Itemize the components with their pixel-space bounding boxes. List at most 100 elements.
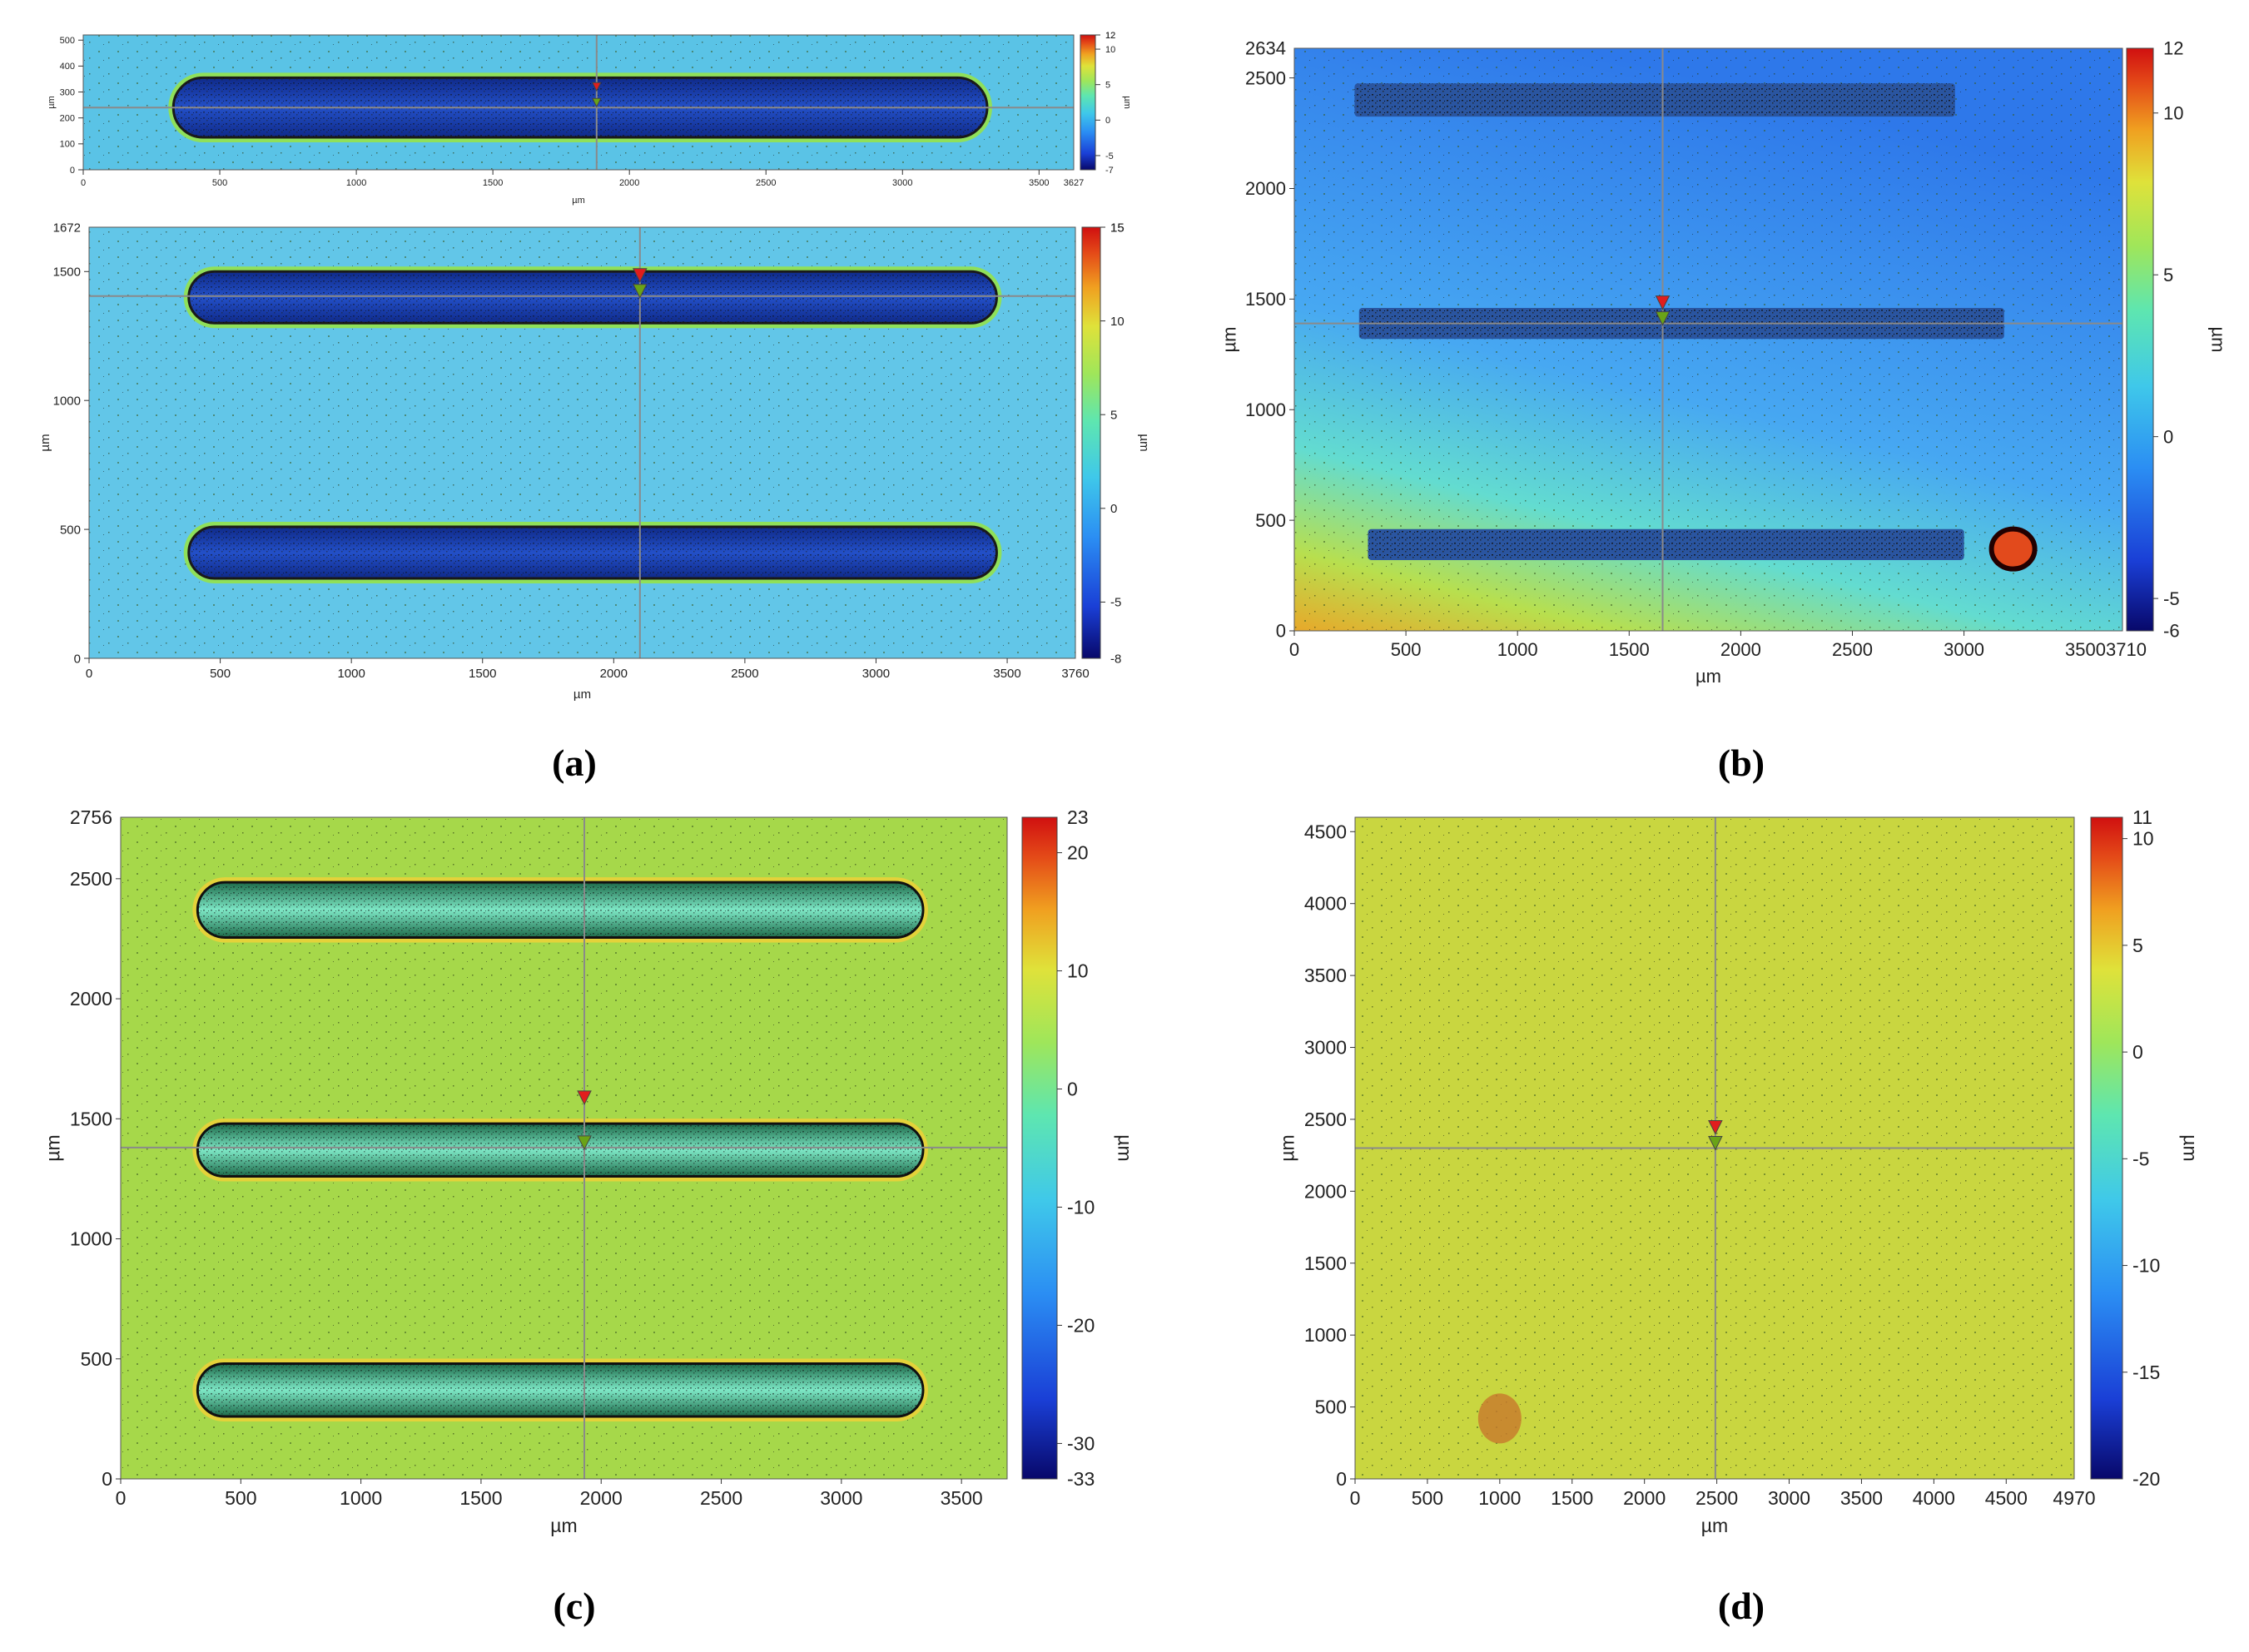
a-bottom-y-tick-label-3: 1500: [53, 265, 81, 280]
d-defect-patch: [1477, 1393, 1522, 1444]
b-x-end-label: 35003710: [2065, 639, 2147, 660]
b-colorbar-min-label: -6: [2163, 621, 2180, 642]
b-x-tick-label-4: 2000: [1720, 639, 1761, 660]
c-x-axis-label: µm: [550, 1515, 577, 1536]
b-y-tick-label-4: 2000: [1245, 178, 1286, 199]
c-x-tick-label-2: 1000: [340, 1487, 382, 1509]
panel-b-plot: 0 500 1000 1500 2000 2500 3000 35003710 0 500 1000…: [1219, 38, 2229, 687]
a-top-x-tick-label-1: 500: [212, 178, 227, 188]
b-y-axis-label: µm: [1219, 326, 1240, 352]
b-groove-texture-0: [1354, 83, 1955, 117]
a-bottom-x-tick-label-5: 2500: [731, 667, 758, 681]
b-frame: [1293, 47, 2123, 632]
b-defect-blob: [1988, 526, 2038, 572]
b-x-tick-label-3: 1500: [1609, 639, 1650, 660]
a-bottom-colorbar-tick-label-3: 10: [1110, 315, 1124, 329]
a-top-x-tick-label-0: 0: [81, 178, 86, 188]
c-marker-red: [577, 1090, 592, 1106]
a-bottom-x-tick-label-1: 500: [210, 667, 231, 681]
d-x-tick-label-9: 4500: [1985, 1487, 2028, 1509]
a-top-y-axis-label: µm: [47, 96, 57, 109]
a-top-colorbar-tick-label-1: 0: [1105, 116, 1110, 126]
d-x-tick-label-3: 1500: [1551, 1487, 1593, 1509]
c-x-tick-label-6: 3000: [820, 1487, 862, 1509]
b-colorbar-tick-label-3: 10: [2163, 102, 2183, 123]
a-bottom-groove-texture-1: [188, 526, 997, 578]
a-bottom-x-tick-label-2: 1000: [337, 667, 365, 681]
b-y-tick-label-5: 2500: [1245, 67, 1286, 88]
c-x-tick-label-3: 1500: [459, 1487, 502, 1509]
a-bottom-colorbar: [1081, 226, 1101, 659]
d-colorbar-min-label: -20: [2132, 1468, 2160, 1490]
c-x-tick-label-0: 0: [116, 1487, 127, 1509]
c-frame: [120, 816, 1008, 1480]
d-x-tick-label-7: 3500: [1840, 1487, 1883, 1509]
a-top-colorbar-tick-label-4: 12: [1105, 31, 1115, 41]
b-colorbar-tick-label-0: -5: [2163, 588, 2180, 609]
a-bottom-frame: [88, 226, 1076, 659]
d-x-tick-label-1: 500: [1412, 1487, 1443, 1509]
d-y-tick-label-5: 2500: [1304, 1109, 1347, 1130]
panel-a-top-plot: 0 500 1000 1500 2000 2500 3000 3500 362701002003…: [47, 31, 1132, 206]
a-bottom-y-tick-label-0: 0: [74, 652, 81, 666]
b-colorbar-tick-label-1: 0: [2163, 426, 2173, 447]
a-top-y-tick-label-3: 300: [60, 87, 75, 97]
c-colorbar-tick-label-1: -20: [1067, 1314, 1095, 1336]
d-y-tick-label-4: 2000: [1304, 1180, 1347, 1202]
a-bottom-marker-red: [633, 268, 648, 283]
b-colorbar-tick-label-2: 5: [2163, 265, 2173, 285]
caption-a: (a): [552, 742, 597, 784]
b-x-axis-label: µm: [1695, 666, 1721, 687]
d-colorbar-tick-label-1: -10: [2132, 1255, 2160, 1277]
a-top-colorbar: [1080, 34, 1096, 171]
a-bottom-y-axis-label: µm: [38, 434, 52, 451]
a-bottom-x-tick-label-7: 3500: [993, 667, 1020, 681]
d-x-tick-label-5: 2500: [1695, 1487, 1738, 1509]
d-colorbar-tick-label-0: -15: [2132, 1362, 2160, 1383]
c-colorbar-max-label: 23: [1067, 806, 1089, 828]
a-top-y-tick-label-0: 0: [70, 166, 75, 176]
a-bottom-colorbar-min-label: -8: [1110, 652, 1121, 666]
c-y-tick-label-0: 0: [102, 1468, 112, 1490]
c-y-tick-label-4: 2000: [70, 988, 112, 1010]
a-top-x-tick-label-5: 2500: [756, 178, 776, 188]
a-bottom-x-end-label: 3760: [1061, 667, 1089, 681]
a-bottom-y-tick-label-1: 500: [60, 523, 81, 537]
b-y-tick-label-2: 1000: [1245, 399, 1286, 420]
a-top-x-tick-label-4: 2000: [619, 178, 639, 188]
panel-c-plot: 0 500 1000 1500 2000 2500 3000 3500 0 500 1000 1500…: [42, 806, 1135, 1536]
a-top-y-tick-label-4: 400: [60, 62, 75, 72]
a-bottom-y-tick-label-2: 1000: [53, 394, 81, 408]
d-colorbar: [2090, 816, 2123, 1480]
caption-c: (c): [553, 1585, 595, 1627]
b-groove-texture-2: [1368, 528, 1964, 560]
b-x-tick-label-1: 500: [1391, 639, 1422, 660]
d-x-tick-label-2: 1000: [1478, 1487, 1521, 1509]
d-y-tick-label-9: 4500: [1304, 821, 1347, 842]
panel-d-plot: 0 500 1000 1500 2000 2500 3000 3500 4000 4500 4970…: [1276, 806, 2201, 1536]
a-top-colorbar-tick-label-0: -5: [1105, 151, 1114, 161]
a-top-x-tick-label-6: 3000: [892, 178, 912, 188]
a-top-colorbar-min-label: -7: [1105, 166, 1114, 176]
b-y-end-label: 2634: [1245, 38, 1286, 59]
c-colorbar-tick-label-5: 20: [1067, 842, 1089, 864]
d-y-tick-label-3: 1500: [1304, 1253, 1347, 1274]
d-y-tick-label-6: 3000: [1304, 1037, 1347, 1059]
d-x-tick-label-0: 0: [1350, 1487, 1361, 1509]
d-colorbar-tick-label-3: 0: [2132, 1041, 2143, 1063]
a-bottom-colorbar-max-label: 15: [1110, 221, 1124, 235]
d-colorbar-tick-label-4: 5: [2132, 935, 2143, 956]
d-y-tick-label-1: 500: [1315, 1397, 1347, 1418]
d-x-end-label: 4970: [2053, 1487, 2095, 1509]
a-top-colorbar-max-label: 12: [1105, 31, 1115, 41]
d-x-tick-label-8: 4000: [1913, 1487, 1955, 1509]
a-top-y-tick-label-2: 200: [60, 114, 75, 124]
a-top-x-axis-label: µm: [572, 196, 585, 206]
c-x-tick-label-5: 2500: [700, 1487, 742, 1509]
b-colorbar: [2126, 47, 2154, 632]
a-bottom-y-end-label: 1672: [53, 221, 81, 235]
c-colorbar-tick-label-3: 0: [1067, 1079, 1078, 1100]
d-colorbar-tick-label-2: -5: [2132, 1148, 2149, 1169]
b-y-tick-label-0: 0: [1276, 621, 1286, 642]
